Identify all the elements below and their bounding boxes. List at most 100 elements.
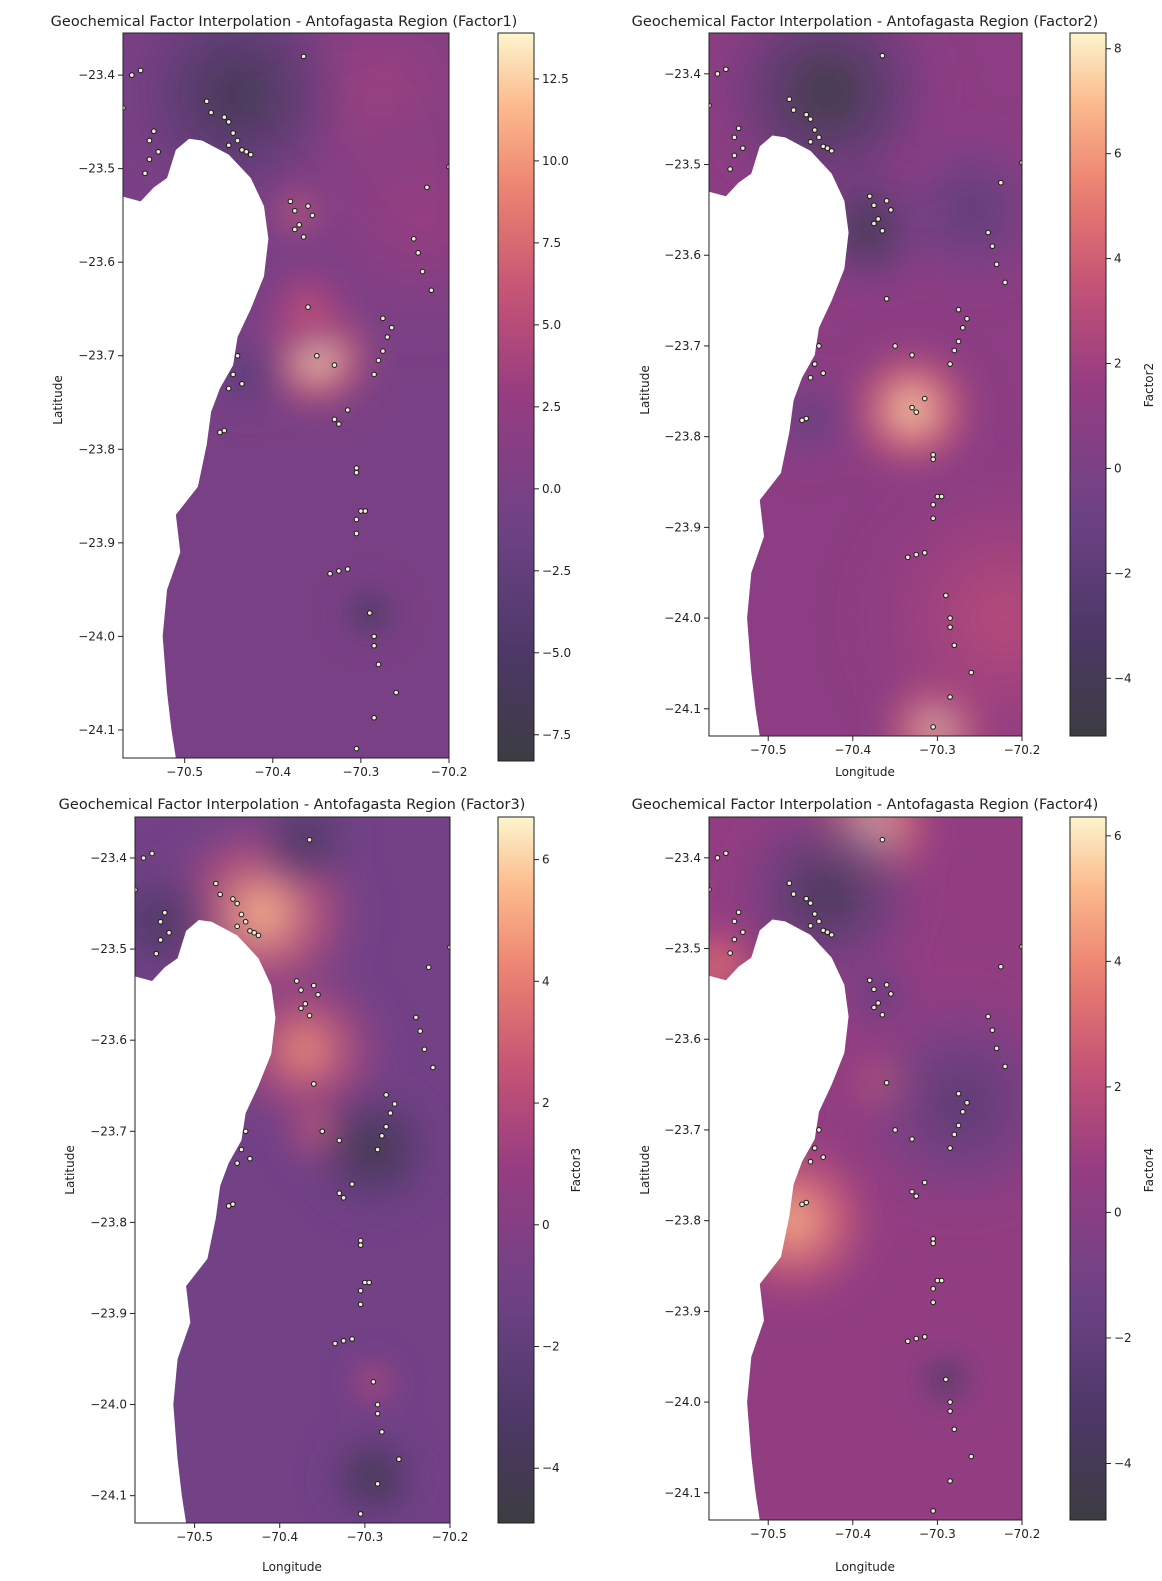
sample-point [740,929,746,936]
y-tick-label: −23.8 [664,1214,701,1228]
y-tick-label: −23.5 [664,158,701,172]
sample-point [871,986,877,993]
sample-point [913,409,920,415]
sample-point [786,880,793,887]
colorbar-label: Factor4 [1142,1148,1156,1192]
y-tick-label: −24.1 [90,1489,127,1503]
sample-point [239,147,245,153]
x-tick-label: −70.5 [750,1527,787,1541]
sample-point [362,508,369,514]
sample-point [1002,1063,1008,1070]
colorbar-tick-label: 2.5 [542,400,561,414]
colorbar-tick-label: 4 [542,974,550,988]
sample-point [930,724,936,730]
ocean-area [135,919,276,1523]
sample-point [344,407,351,413]
sample-point [353,530,360,537]
chart-title: Geochemical Factor Interpolation - Antof… [51,14,518,30]
colorbar-tick-label: 2 [542,1096,550,1110]
sample-point [221,427,228,434]
colorbar-tick-label: 2 [1114,1080,1122,1094]
sample-point [387,1110,394,1116]
x-tick-label: −70.4 [261,1530,298,1544]
map-plot-area [709,33,1022,736]
sample-point [968,1453,975,1460]
sample-point [331,362,338,368]
sample-point [310,982,317,989]
sample-point [786,96,793,103]
sample-point [871,220,877,227]
ocean-area [123,138,269,758]
colorbar-tick-label: 6 [542,853,550,867]
sample-point [370,1379,377,1385]
sample-point [951,347,958,354]
sample-point [314,352,320,359]
sample-point [964,1099,970,1106]
y-tick-label: −23.4 [664,67,701,81]
x-tick-label: −70.2 [1004,743,1041,757]
sample-point [913,1193,920,1199]
sample-point [306,1012,313,1019]
sample-point [930,456,936,463]
sample-point [428,287,435,294]
sample-point [909,352,915,358]
sample-point [349,1181,355,1187]
sample-point [709,886,712,893]
sample-point [807,139,814,145]
sample-point [410,236,417,242]
sample-point [951,1131,958,1138]
sample-point [157,937,164,943]
sample-point [921,549,928,556]
colorbar-gradient [1069,816,1107,1521]
y-tick-label: −23.8 [90,1215,127,1229]
sample-point [146,137,153,144]
sample-point [930,515,936,522]
sample-point [353,516,360,523]
sample-point [396,1456,402,1463]
y-tick-label: −24.0 [90,1398,127,1412]
sample-point [137,67,144,74]
sample-point [425,964,432,971]
sample-point [298,1005,304,1012]
sample-point [824,145,831,152]
sample-point [811,361,818,367]
sample-point [968,669,975,676]
sample-point [247,151,254,158]
sample-point [371,633,377,640]
sample-point [380,315,386,322]
sample-point [799,1201,805,1208]
axes: −70.5 −70.4 −70.3 −70.2 −23.4 −23.5 −23.6 −23.7… [90,816,468,1544]
sample-point [803,895,810,902]
sample-point [875,1000,881,1006]
sample-point [930,1508,936,1514]
sample-point [959,325,966,331]
sample-point [374,1146,381,1153]
sample-point [213,880,219,887]
sample-point [888,207,894,213]
sample-point [336,1190,343,1197]
colorbar-tick-label: 12.5 [542,72,569,86]
factor-anomaly [249,817,362,896]
colorbar-tick-label: 5.0 [542,318,561,332]
sample-point [371,371,377,378]
x-tick-label: −70.3 [346,1530,383,1544]
sample-point [146,156,153,163]
sample-point [305,304,311,310]
colorbar-tick-label: 7.5 [542,236,561,250]
sample-point [947,615,953,621]
colorbar-gradient [497,32,535,762]
sample-point [129,72,135,78]
sample-point [300,234,307,240]
colorbar-tick-label: −5.0 [542,646,571,660]
sample-point [357,1511,364,1517]
sample-point [909,1188,915,1195]
sample-point [816,343,822,349]
sample-point [234,352,241,359]
y-tick-label: −23.4 [664,851,701,865]
sample-point [909,404,915,411]
sample-point [375,357,382,364]
axes: −70.5 −70.4 −70.3 −70.2 −23.4 −23.5 −23.6 −23.7… [664,816,1040,1541]
sample-point [234,137,241,144]
colorbar: 6 4 2 0 −2 −4 [1069,816,1132,1521]
sample-point [807,1158,814,1165]
